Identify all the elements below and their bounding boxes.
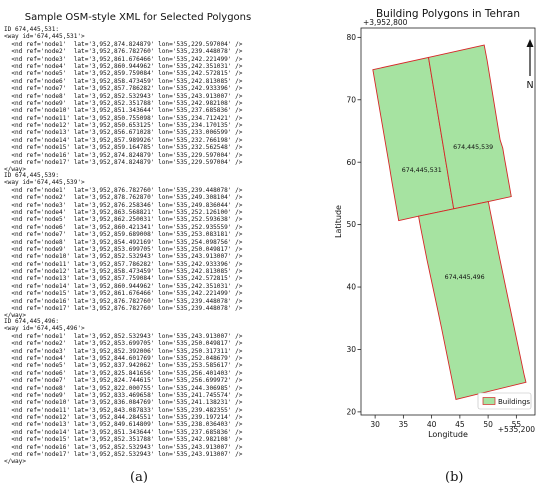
xml-node-line: <nd ref='node5' lat='3,952,837.942062' l… — [4, 362, 243, 370]
polygon-id-label: 674,445,531 — [402, 167, 442, 174]
xml-node-line: <nd ref='node16' lat='3,952,876.782760' … — [4, 297, 243, 305]
legend-swatch — [482, 397, 496, 405]
y-tick-label: 80 — [346, 33, 356, 42]
xml-node-line: <nd ref='node16' lat='3,952,852.532943' … — [4, 443, 243, 451]
xml-node-line: <nd ref='node2' lat='3,952,878.762870' l… — [4, 194, 243, 202]
xml-node-line: <nd ref='node6' lat='3,952,860.421341' l… — [4, 223, 243, 231]
xml-node-line: <nd ref='node14' lat='3,952,857.989926' … — [4, 136, 243, 144]
north-arrow-head-icon — [526, 39, 534, 47]
xml-node-line: <nd ref='node4' lat='3,952,860.944962' l… — [4, 62, 243, 70]
xml-node-line: <nd ref='node8' lat='3,952,822.000755' l… — [4, 384, 243, 392]
xml-node-line: <nd ref='node2' lat='3,952,853.699705' l… — [4, 340, 243, 348]
legend-label: Buildings — [498, 398, 530, 406]
y-tick-label: 50 — [346, 220, 356, 229]
y-tick-label: 20 — [346, 407, 356, 416]
panel-label-a: (a) — [130, 470, 148, 485]
xml-node-line: <nd ref='node5' lat='3,952,859.759084' l… — [4, 70, 243, 78]
xml-way-close: </way> — [4, 312, 27, 320]
xml-node-line: <nd ref='node9' lat='3,952,833.469658' l… — [4, 391, 243, 399]
xml-node-line: <nd ref='node7' lat='3,952,824.744615' l… — [4, 377, 243, 385]
xml-node-line: <nd ref='node11' lat='3,952,850.755098' … — [4, 114, 243, 122]
xml-node-line: <nd ref='node9' lat='3,952,852.351788' l… — [4, 99, 243, 107]
xml-node-line: <nd ref='node14' lat='3,952,860.944962' … — [4, 282, 243, 290]
xml-node-line: <nd ref='node11' lat='3,952,843.087833' … — [4, 406, 243, 414]
x-tick-label: 45 — [455, 420, 465, 429]
xml-node-line: <nd ref='node13' lat='3,952,849.614809' … — [4, 421, 243, 429]
polygon-id-label: 674,445,539 — [453, 144, 493, 151]
xml-node-line: <nd ref='node12' lat='3,952,844.284551' … — [4, 414, 243, 422]
xml-node-line: <nd ref='node4' lat='3,952,863.568821' l… — [4, 208, 243, 216]
xml-node-line: <nd ref='node17' lat='3,952,876.782760' … — [4, 305, 243, 313]
xml-panel-title: Sample OSM-style XML for Selected Polygo… — [24, 12, 252, 23]
xml-node-line: <nd ref='node1' lat='3,952,874.824879' l… — [4, 40, 243, 48]
building-polygon — [418, 200, 527, 400]
xml-node-line: <nd ref='node10' lat='3,952,852.532943' … — [4, 253, 243, 261]
xml-way-open: <way id='674,445,539'> — [4, 179, 85, 187]
x-tick-label: 40 — [427, 420, 437, 429]
xml-node-line: <nd ref='node8' lat='3,952,852.532943' l… — [4, 92, 243, 100]
xml-node-line: <nd ref='node16' lat='3,952,874.824879' … — [4, 151, 243, 159]
xml-node-line: <nd ref='node2' lat='3,952,876.782760' l… — [4, 48, 243, 56]
xml-block: ID 674,445,531: <way id='674,445,531'> <n… — [4, 26, 242, 174]
xml-node-line: <nd ref='node12' lat='3,952,850.653125' … — [4, 122, 243, 130]
y-tick-label: 30 — [346, 345, 356, 354]
xml-node-line: <nd ref='node6' lat='3,952,858.473459' l… — [4, 77, 243, 85]
xml-listing: ID 674,445,531: <way id='674,445,531'> <n… — [4, 26, 274, 466]
xml-node-line: <nd ref='node17' lat='3,952,852.532943' … — [4, 451, 243, 459]
xml-node-line: <nd ref='node3' lat='3,952,861.676466' l… — [4, 55, 243, 63]
xml-node-line: <nd ref='node6' lat='3,952,825.841656' l… — [4, 369, 243, 377]
xml-node-line: <nd ref='node7' lat='3,952,859.689008' l… — [4, 231, 243, 239]
xml-node-line: <nd ref='node15' lat='3,952,852.351788' … — [4, 436, 243, 444]
map-title: Building Polygons in Tehran — [376, 8, 520, 20]
x-tick-label: 30 — [370, 420, 380, 429]
x-tick-label: 35 — [399, 420, 409, 429]
xml-node-line: <nd ref='node17' lat='3,952,874.824879' … — [4, 159, 243, 167]
xml-way-close: </way> — [4, 458, 27, 466]
xml-node-line: <nd ref='node12' lat='3,952,858.473459' … — [4, 268, 243, 276]
building-polygon — [427, 44, 512, 210]
xml-node-line: <nd ref='node11' lat='3,952,857.786282' … — [4, 260, 243, 268]
xml-node-line: <nd ref='node10' lat='3,952,836.084769' … — [4, 399, 243, 407]
xml-node-line: <nd ref='node15' lat='3,952,861.676466' … — [4, 290, 243, 298]
plot-frame — [360, 27, 536, 416]
xml-node-line: <nd ref='node4' lat='3,952,844.601769' l… — [4, 354, 243, 362]
xml-node-line: <nd ref='node5' lat='3,952,862.250031' l… — [4, 216, 243, 224]
xml-node-line: <nd ref='node10' lat='3,952,851.343644' … — [4, 107, 243, 115]
xml-id-line: ID 674,445,496: — [4, 318, 60, 325]
xml-node-line: <nd ref='node9' lat='3,952,853.699705' l… — [4, 245, 243, 253]
polygon-id-label: 674,445,496 — [445, 274, 485, 281]
legend-box — [477, 392, 532, 410]
y-tick-label: 60 — [346, 158, 356, 167]
y-tick-label: 40 — [346, 283, 356, 292]
xml-id-line: ID 674,445,531: — [4, 26, 60, 33]
panel-label-b: (b) — [445, 470, 464, 485]
xml-node-line: <nd ref='node3' lat='3,952,876.258346' l… — [4, 201, 243, 209]
north-label: N — [526, 80, 533, 91]
xml-node-line: <nd ref='node13' lat='3,952,857.759084' … — [4, 275, 243, 283]
xml-block: ID 674,445,496: <way id='674,445,496'> <n… — [4, 318, 242, 466]
xml-id-line: ID 674,445,539: — [4, 172, 60, 179]
xml-node-line: <nd ref='node3' lat='3,952,852.392006' l… — [4, 347, 243, 355]
xml-node-line: <nd ref='node13' lat='3,952,856.671028' … — [4, 129, 243, 137]
xml-way-open: <way id='674,445,531'> — [4, 33, 85, 41]
x-axis-label: Longitude — [428, 430, 468, 439]
x-tick-label: 55 — [512, 420, 522, 429]
xml-node-line: <nd ref='node8' lat='3,952,854.492169' l… — [4, 238, 243, 246]
y-axis-label: Latitude — [334, 205, 343, 238]
xml-node-line: <nd ref='node1' lat='3,952,852.532943' l… — [4, 332, 243, 340]
xml-way-close: </way> — [4, 166, 27, 174]
xml-node-line: <nd ref='node7' lat='3,952,857.786282' l… — [4, 85, 243, 93]
xml-node-line: <nd ref='node14' lat='3,952,851.343644' … — [4, 428, 243, 436]
xml-block: ID 674,445,539: <way id='674,445,539'> <n… — [4, 172, 242, 320]
xml-node-line: <nd ref='node1' lat='3,952,876.782760' l… — [4, 186, 243, 194]
x-tick-label: 50 — [483, 420, 493, 429]
xml-node-line: <nd ref='node15' lat='3,952,859.164785' … — [4, 144, 243, 152]
x-offset-label: +535,200 — [498, 425, 536, 434]
xml-way-open: <way id='674,445,496'> — [4, 325, 85, 333]
y-tick-label: 70 — [346, 95, 356, 104]
y-offset-label: +3,952,800 — [363, 18, 408, 27]
